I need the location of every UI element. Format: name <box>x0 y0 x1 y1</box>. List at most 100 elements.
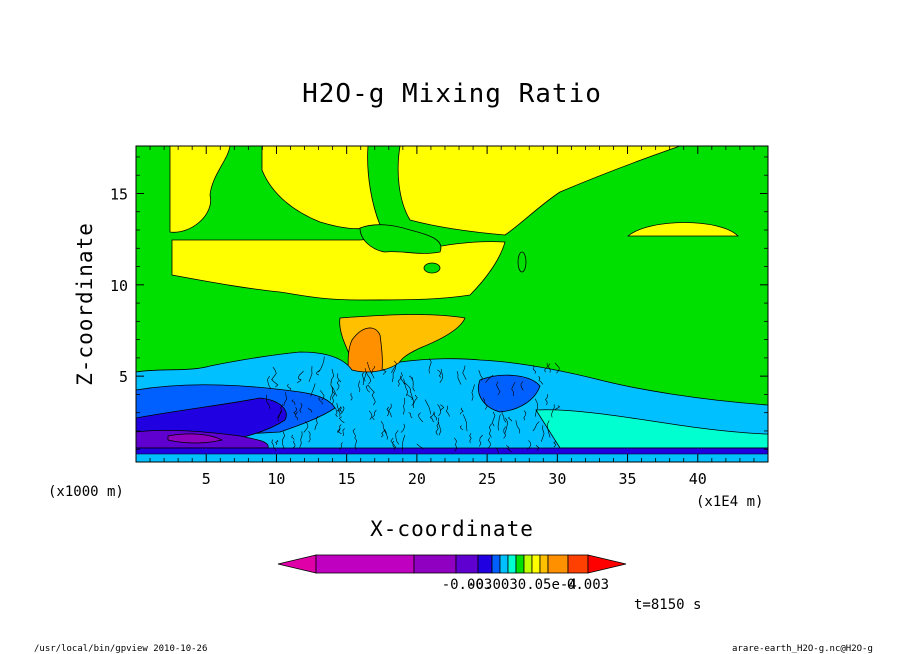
turbulent-contour-line <box>367 361 375 379</box>
turbulent-contour-line <box>400 372 406 385</box>
turbulent-contours <box>266 356 561 454</box>
purple-core <box>167 433 224 444</box>
turbulent-contour-line <box>337 407 341 412</box>
turbulent-contour-line <box>291 399 296 406</box>
turbulent-contour-line <box>271 439 277 451</box>
turbulent-contour-line <box>392 365 397 382</box>
x-tick-label: 40 <box>689 470 707 488</box>
turbulent-contour-line <box>384 429 388 440</box>
x-tick-label: 20 <box>408 470 426 488</box>
turbulent-contour-line <box>371 409 377 421</box>
colorbar-swatch <box>477 554 493 574</box>
x-tick-label: 35 <box>619 470 637 488</box>
yellow-region-upper-left <box>169 146 231 233</box>
turbulent-contour-line <box>532 365 536 374</box>
green-hole-3 <box>517 251 527 273</box>
colorbar-swatch <box>455 554 479 574</box>
turbulent-contour-line <box>538 376 544 385</box>
turbulent-contour-line <box>409 375 413 380</box>
turbulent-contour-line <box>471 384 475 401</box>
x-unit-right: (x1E4 m) <box>696 494 763 510</box>
turbulent-contour-line <box>354 437 358 450</box>
time-label: t=8150 s <box>634 597 701 613</box>
turbulent-contour-line <box>495 447 499 454</box>
turbulent-contour-line <box>435 422 440 436</box>
teal-band <box>535 409 768 449</box>
x-unit-left: (x1000 m) <box>48 484 124 500</box>
turbulent-contour-line <box>390 437 396 451</box>
turbulent-contour-line <box>482 397 488 410</box>
turbulent-contour-line <box>292 440 296 449</box>
turbulent-contour-line <box>402 434 406 452</box>
turbulent-contour-line <box>350 392 353 401</box>
turbulent-contour-line <box>330 381 338 397</box>
turbulent-contour-line <box>271 378 279 388</box>
turbulent-contour-line <box>397 375 402 387</box>
turbulent-contour-line <box>462 414 468 432</box>
turbulent-contour-line <box>340 406 345 415</box>
turbulent-contour-line <box>546 362 551 373</box>
turbulent-contour-line <box>440 404 445 411</box>
turbulent-contour-line <box>308 431 311 443</box>
turbulent-contour-line <box>266 394 271 409</box>
x-axis-label: X-coordinate <box>370 517 534 541</box>
turbulent-contour-line <box>428 358 432 374</box>
turbulent-contour-line <box>545 394 548 406</box>
turbulent-contour-line <box>485 374 494 383</box>
colorbar-label: -0.0030.05e-4 <box>467 577 577 593</box>
turbulent-contour-line <box>460 407 464 415</box>
turbulent-contour-line <box>526 440 532 450</box>
x-tick-label: 30 <box>548 470 566 488</box>
colorbar-swatch <box>499 554 509 574</box>
turbulent-contour-line <box>368 410 373 420</box>
turbulent-contour-line <box>511 381 516 397</box>
turbulent-contour-line <box>491 411 496 427</box>
turbulent-contour-line <box>515 420 521 434</box>
green-hole-2 <box>423 262 441 274</box>
turbulent-contour-line <box>314 416 318 431</box>
plot-frame <box>135 145 769 463</box>
y-tick-label: 15 <box>110 185 128 203</box>
turbulent-contour-line <box>352 428 357 438</box>
turbulent-contour-line <box>320 390 325 401</box>
turbulent-contour-line <box>330 386 334 401</box>
turbulent-contour-line <box>508 416 512 422</box>
turbulent-contour-line <box>337 373 342 383</box>
turbulent-contour-line <box>501 410 507 423</box>
turbulent-contour-line <box>339 442 343 450</box>
x-axis: 5 10 15 20 25 30 35 40 <box>149 146 755 488</box>
turbulent-contour-line <box>430 416 435 423</box>
x-tick-label: 25 <box>478 470 496 488</box>
turbulent-contour-line <box>403 397 406 415</box>
y-tick-label: 5 <box>119 368 128 386</box>
y-tick-label: 10 <box>110 277 128 295</box>
turbulent-contour-line <box>503 426 507 439</box>
turbulent-contour-line <box>395 430 400 445</box>
yellow-region-upper-right <box>397 146 681 236</box>
turbulent-contour-line <box>408 412 413 419</box>
turbulent-contour-line <box>437 417 442 436</box>
turbulent-contour-line <box>460 425 464 431</box>
turbulent-contour-line <box>454 437 458 452</box>
turbulent-contour-line <box>456 371 462 385</box>
turbulent-contour-line <box>271 366 277 381</box>
colorbar-label: 0.003 <box>567 577 609 593</box>
colorbar-swatch <box>567 554 589 574</box>
turbulent-contour-line <box>335 408 338 418</box>
colorbar-swatch <box>515 554 525 574</box>
turbulent-contour-line <box>278 404 283 419</box>
turbulent-contour-line <box>504 417 508 434</box>
turbulent-contour-line <box>267 375 272 389</box>
bottom-band-edge <box>136 453 768 462</box>
turbulent-contour-line <box>469 433 472 444</box>
x-tick-label: 15 <box>338 470 356 488</box>
turbulent-contour-line <box>406 394 413 401</box>
turbulent-contour-line <box>331 390 336 405</box>
turbulent-contour-line <box>496 381 501 396</box>
turbulent-contour-line <box>291 434 295 440</box>
turbulent-contour-line <box>281 431 285 450</box>
colorbar-swatch <box>315 554 415 574</box>
turbulent-contour-line <box>310 383 316 397</box>
turbulent-contour-line <box>532 421 540 432</box>
colorbar-label: -0.003 <box>442 577 493 593</box>
